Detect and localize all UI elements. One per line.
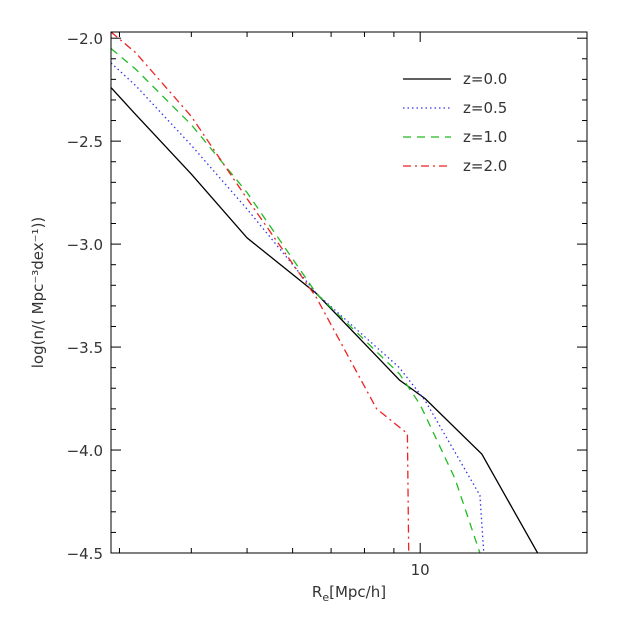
y-tick-label: −3.0 bbox=[67, 236, 103, 254]
y-axis-title: log(n/( Mpc⁻³dex⁻¹)) bbox=[29, 217, 47, 369]
series-line-z-1-0 bbox=[111, 48, 481, 553]
y-tick-label: −4.5 bbox=[67, 545, 103, 563]
x-tick-label: 10 bbox=[411, 561, 430, 579]
plot-area-frame bbox=[110, 31, 588, 554]
x-axis-title-rest: [Mpc/h] bbox=[329, 583, 386, 601]
series-line-z-2-0 bbox=[111, 32, 410, 553]
series-line-z-0-0 bbox=[111, 87, 539, 553]
x-axis-title: Re[Mpc/h] bbox=[312, 583, 386, 604]
tick-labels-layer: −2.0 −2.5 −3.0 −3.5 −4.0 −4.5 10 bbox=[67, 30, 430, 579]
series-layer bbox=[111, 32, 539, 553]
legend-label: z=0.0 bbox=[463, 70, 507, 88]
series-line-z-0-5 bbox=[111, 62, 485, 553]
legend-label: z=1.0 bbox=[463, 128, 507, 146]
y-tick-label: −4.0 bbox=[67, 442, 103, 460]
legend-label: z=0.5 bbox=[463, 99, 507, 117]
y-tick-label: −2.0 bbox=[67, 30, 103, 48]
x-axis-title-base: R bbox=[312, 583, 322, 601]
tick-marks-layer bbox=[111, 32, 587, 554]
legend: z=0.0 z=0.5 z=1.0 z=2.0 bbox=[403, 70, 507, 175]
y-tick-label: −2.5 bbox=[67, 133, 103, 151]
x-axis-title-subscript: e bbox=[322, 591, 329, 604]
legend-label: z=2.0 bbox=[463, 157, 507, 175]
y-tick-label: −3.5 bbox=[67, 339, 103, 357]
